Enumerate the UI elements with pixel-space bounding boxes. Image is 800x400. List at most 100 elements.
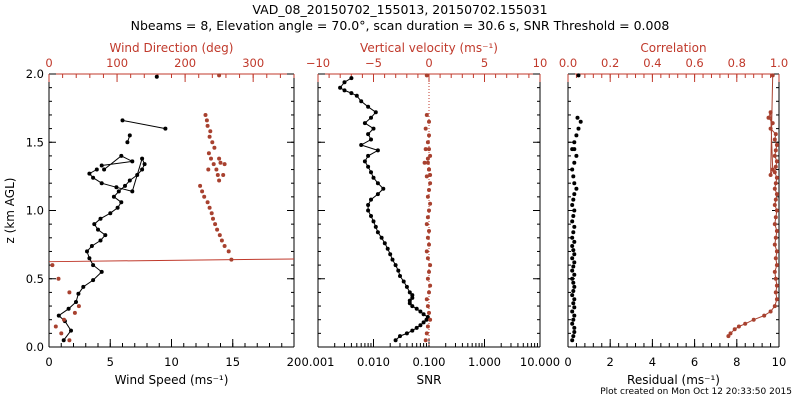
panel1-wind-speed-point [116,189,121,194]
panel2-snr-point [369,214,373,218]
panel1-wind-direction-point [208,129,213,134]
panel3-correlation-point [773,235,778,240]
panel2-vertical-velocity-point [427,310,431,315]
panel3-residual-point [572,297,577,302]
panel2-vertical-velocity-point [428,263,433,268]
panel2-vertical-velocity-point [428,317,433,322]
panel2-xtick-label: 1.000 [468,355,501,369]
panel1-wind-speed-point [96,227,100,232]
panel2-snr-point [338,85,343,90]
plot-timestamp: Plot created on Mon Oct 12 20:33:50 2015 [600,387,792,397]
panel3-residual-point [576,126,581,131]
panel3-residual-point [570,338,575,343]
panel3-top-tick-label: 0.2 [601,56,619,70]
panel2-snr-point [375,181,380,186]
panel1-wind-direction-point [222,244,227,248]
panel1-wind-speed-point [99,269,104,274]
panel1-wind-speed-point [130,159,135,164]
panel1-xlabel: Wind Speed (ms⁻¹) [115,373,229,387]
panel3-correlation-point [774,297,779,302]
panel3-residual-point [571,334,576,339]
panel3-residual-point [572,252,577,257]
panel2-snr-point [366,132,371,137]
panel1-wind-direction-point [53,324,58,329]
panel1-wind-speed-point [102,167,107,172]
panel2-snr-point [362,159,367,164]
panel3-residual-point [572,272,577,277]
panel3-correlation-point [773,181,778,186]
panel2-vertical-velocity-point [425,215,430,220]
panel3-correlation-point [736,324,741,329]
panel1-wind-direction-point [215,173,220,177]
panel2-vertical-velocity-point [427,208,431,213]
panel3-residual-point [570,268,575,273]
panel2-vertical-velocity-point [425,194,430,199]
panel1-ylabel: z (km AGL) [3,178,17,244]
panel1-wind-speed-point [87,256,92,261]
panel3-residual-point [578,119,583,124]
panel2-snr-point [404,284,409,289]
panel2-snr-point [421,312,426,317]
panel2-snr-point [407,298,412,303]
panel1-wind-speed-point [142,162,147,167]
panel3-residual-point [574,186,579,191]
panel3-correlation-point [773,197,778,202]
panel3-residual-point [572,313,577,318]
panel3-correlation-point [743,321,748,326]
panel2-snr-point [407,290,412,295]
panel2-snr-point [369,137,373,142]
panel3-correlation-point [774,283,779,288]
panel3-correlation-point [772,153,777,158]
panel2-vertical-velocity-point [424,113,429,117]
panel2-snr-point [381,186,386,191]
panel1-wind-direction-point [209,211,214,216]
panel3-correlation-point [774,143,779,147]
panel3-correlation-point [773,132,778,137]
panel2-top-tick-label: −5 [365,56,382,70]
panel1-wind-speed-point [99,181,104,186]
panel2-vertical-velocity-point [428,201,433,206]
panel1-wind-direction-point [67,290,72,295]
panel1-wind-speed-point [87,171,92,176]
panel3-residual-point [576,73,581,78]
panel3-correlation-point [774,249,779,254]
panel1-ytick-label: 0.0 [26,340,44,354]
panel3-residual-point [571,264,576,269]
panel1-wind-speed-point [69,328,73,333]
panel3-residual-point [572,181,577,186]
panel1-wind-direction-point [218,160,223,165]
panel2-snr-point [371,126,376,131]
panel2-top-label: Vertical velocity (ms⁻¹) [360,41,498,55]
panel2-vertical-velocity-point [427,119,431,124]
panel3-residual-point [574,153,579,158]
panel2-snr-point [404,331,409,336]
panel3-top-label: Correlation [640,41,706,55]
panel2-snr-point [401,279,406,284]
panel1-wind-direction-point [217,178,222,183]
panel3-correlation-point [774,263,779,268]
panel2-vertical-velocity-point [424,297,429,302]
panel2-snr-point [379,235,384,240]
panel3-xtick-label: 8 [733,355,740,369]
panel2-snr-point [396,268,401,273]
panel3-correlation-point [768,110,773,115]
panel2-vertical-velocity-point [423,338,428,343]
panel1-wind-direction-point [209,156,213,161]
panel3-correlation-point [728,331,733,336]
panel3-residual-point [572,305,577,310]
panel1-top-tick-label: 200 [174,56,196,70]
panel1-annotation-line [48,258,295,263]
panel1-wind-speed-point [56,313,61,318]
panel1-xtick-label: 5 [107,355,114,369]
panel1-wind-direction-point [205,123,210,128]
panel2-top-tick-label: 5 [481,56,488,70]
panel2-snr-point [375,230,380,235]
panel3-residual-point [570,235,575,240]
panel3-correlation-point [772,222,777,227]
chart-subtitle: Nbeams = 8, Elevation angle = 70.0°, sca… [130,18,670,33]
panel1-wind-speed-point [123,183,127,188]
panel1-wind-speed-point [115,205,120,210]
panel3-residual-point [572,224,577,229]
panel1-wind-speed-point [154,74,159,79]
